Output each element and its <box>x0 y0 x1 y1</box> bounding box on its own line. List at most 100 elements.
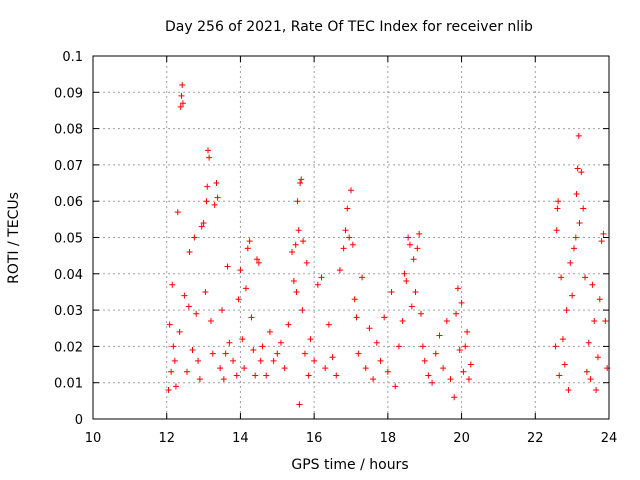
data-point <box>574 165 581 172</box>
data-point <box>318 274 325 281</box>
data-point <box>392 383 399 390</box>
chart-title: Day 256 of 2021, Rate Of TEC Index for r… <box>165 19 533 35</box>
data-point <box>329 354 336 361</box>
data-point <box>219 307 225 314</box>
y-tick-label: 0.1 <box>62 50 83 65</box>
x-tick-label: 20 <box>453 431 470 446</box>
data-point <box>553 227 560 234</box>
x-tick-label: 12 <box>158 431 175 446</box>
data-point <box>418 310 425 317</box>
y-axis-label: ROTI / TECUs <box>6 192 22 284</box>
data-point <box>355 350 362 357</box>
y-tick-label: 0 <box>75 413 83 428</box>
data-point <box>454 285 461 292</box>
data-point <box>293 288 300 295</box>
data-point <box>462 343 469 350</box>
data-point <box>165 386 172 393</box>
data-point <box>395 343 402 350</box>
data-point <box>207 317 214 324</box>
data-point <box>576 219 583 226</box>
data-point <box>570 245 577 252</box>
data-point <box>349 241 356 248</box>
data-point <box>263 372 270 379</box>
data-point <box>274 350 281 357</box>
data-point <box>239 336 246 343</box>
x-tick-label: 16 <box>306 431 323 446</box>
data-point <box>602 317 609 324</box>
y-tick-label: 0.05 <box>54 232 83 247</box>
data-point <box>575 132 582 139</box>
data-point <box>322 365 329 372</box>
x-axis-label: GPS time / hours <box>291 457 408 473</box>
data-point <box>185 303 192 310</box>
data-point <box>421 357 428 364</box>
data-point <box>561 361 568 368</box>
data-point <box>587 376 594 383</box>
data-point <box>209 350 216 357</box>
data-point <box>211 201 218 208</box>
data-point <box>552 343 559 350</box>
y-tick-label: 0.08 <box>54 123 83 138</box>
grid-layer <box>93 56 609 419</box>
data-point <box>456 347 463 354</box>
data-point <box>401 270 408 277</box>
data-point <box>556 372 563 379</box>
data-point <box>585 339 592 346</box>
data-point <box>453 310 460 317</box>
data-point <box>259 343 266 350</box>
data-point <box>311 357 318 364</box>
data-point <box>296 401 303 408</box>
data-point <box>583 368 590 375</box>
data-point <box>589 281 596 288</box>
data-point <box>176 328 183 335</box>
data-point <box>248 314 255 321</box>
data-point <box>237 267 244 274</box>
data-point <box>233 372 240 379</box>
data-point <box>181 292 188 299</box>
data-point <box>244 245 251 252</box>
data-point <box>340 245 347 252</box>
data-point <box>600 230 607 237</box>
data-point <box>563 307 570 314</box>
data-point <box>464 328 471 335</box>
data-point <box>186 249 193 256</box>
y-tick-label: 0.07 <box>54 159 83 174</box>
data-point <box>460 368 467 375</box>
data-point <box>300 238 307 245</box>
data-point <box>554 205 561 212</box>
data-point <box>255 259 262 266</box>
data-point <box>196 376 203 383</box>
data-point <box>582 274 589 281</box>
data-point <box>299 307 306 314</box>
data-point <box>294 198 301 205</box>
y-axis-ticks: 0 0.01 0.02 0.03 0.04 0.05 0.06 0.07 0.08 0.09 0.1 <box>54 50 609 428</box>
data-point <box>565 386 572 393</box>
data-point <box>373 339 380 346</box>
y-tick-label: 0.09 <box>54 86 83 101</box>
data-point <box>314 281 321 288</box>
data-point <box>252 372 259 379</box>
data-point <box>214 194 221 201</box>
data-point <box>458 299 465 306</box>
data-point <box>172 383 179 390</box>
data-point <box>351 296 358 303</box>
x-tick-label: 14 <box>232 431 249 446</box>
data-point <box>436 332 443 339</box>
y-tick-label: 0.02 <box>54 340 83 355</box>
data-point <box>254 256 261 263</box>
data-point <box>277 339 284 346</box>
data-point <box>285 321 292 328</box>
data-point <box>195 357 202 364</box>
data-point <box>226 339 233 346</box>
y-tick-label: 0.03 <box>54 304 83 319</box>
data-point <box>179 100 186 107</box>
data-point <box>183 368 190 375</box>
data-point <box>224 263 231 270</box>
data-point <box>451 394 458 401</box>
data-point <box>569 292 576 299</box>
data-point <box>399 317 406 324</box>
data-point <box>191 234 198 241</box>
data-point <box>217 365 224 372</box>
x-tick-label: 10 <box>85 431 102 446</box>
